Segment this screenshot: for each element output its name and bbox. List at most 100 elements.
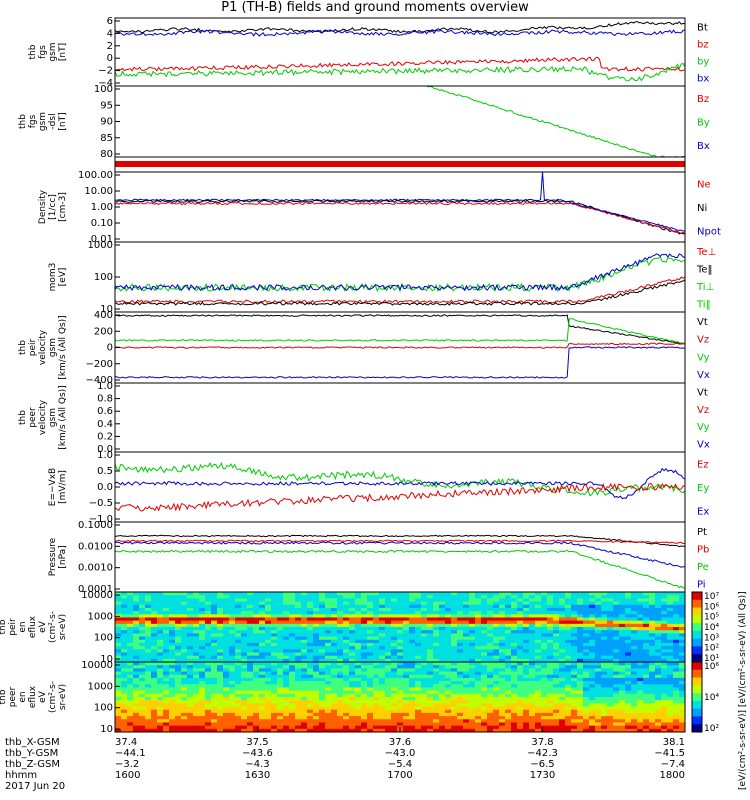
bottom-row-label: thb_Z-GSM bbox=[5, 759, 60, 770]
y-axis-label: [nT] bbox=[58, 43, 68, 61]
y-axis-label: thb bbox=[28, 44, 38, 59]
vx-line bbox=[114, 346, 686, 379]
y-tick-label: 0.1000 bbox=[78, 520, 113, 531]
legend-temp-2: Ti⊥ bbox=[696, 282, 714, 293]
y-axis-label: gsm bbox=[48, 338, 58, 357]
panel-frame-evel bbox=[114, 382, 686, 453]
y-tick-label: −4 bbox=[98, 78, 113, 89]
legend-efield-0: Ez bbox=[697, 460, 709, 471]
y-tick-label: 1.0 bbox=[97, 381, 113, 392]
panel-frame-efield bbox=[114, 451, 686, 523]
y-axis-label: gsm bbox=[48, 408, 58, 427]
y-tick-label: −400 bbox=[86, 375, 113, 386]
status-bar bbox=[115, 161, 685, 167]
legend-fgs-dsl-0: Bz bbox=[697, 94, 709, 105]
legend-fgs-dsl-2: Bx bbox=[697, 141, 710, 152]
ti2-line bbox=[114, 253, 686, 292]
ion-colorbar-tick: 10⁵ bbox=[704, 613, 719, 623]
y-axis-label: fgs bbox=[38, 45, 48, 59]
pt-line bbox=[114, 534, 686, 548]
x-tick-label: 37.6 bbox=[389, 737, 411, 748]
y-tick-label: 10000 bbox=[81, 590, 113, 601]
by-dsl-line bbox=[115, 85, 686, 158]
electron-colorbar-segment bbox=[692, 693, 702, 702]
y-axis-label: thb bbox=[18, 114, 28, 129]
ion-colorbar-segment bbox=[692, 615, 702, 624]
legend-evel-2: Vy bbox=[697, 422, 710, 433]
y-tick-label: 100 bbox=[94, 84, 113, 95]
x-tick-label: 37.8 bbox=[531, 737, 553, 748]
y-axis-label: velocity bbox=[38, 329, 48, 365]
panel-frame-fgs-dsl bbox=[114, 85, 686, 158]
electron-colorbar-tick: 10² bbox=[704, 724, 719, 734]
y-tick-label: −0.5 bbox=[89, 498, 113, 509]
pe-line bbox=[114, 549, 686, 589]
x-tick-label: 1730 bbox=[530, 770, 555, 781]
electron-colorbar-segment bbox=[692, 685, 702, 694]
y-axis-label: [nT] bbox=[58, 112, 68, 130]
ez-line bbox=[114, 482, 686, 512]
y-tick-label: 0.5 bbox=[97, 466, 113, 477]
vz-line bbox=[115, 342, 686, 349]
y-axis-label: sr-eV) bbox=[58, 684, 68, 710]
y-axis-label: thb bbox=[0, 619, 8, 634]
vy-line bbox=[114, 317, 686, 345]
ion-spectrogram bbox=[115, 592, 686, 663]
y-axis-label: eflux bbox=[28, 685, 38, 708]
legend-fgs-1: bz bbox=[697, 40, 709, 51]
y-tick-label: 85 bbox=[100, 133, 113, 144]
y-tick-label: 0.0 bbox=[97, 444, 113, 455]
y-axis-label: thb bbox=[18, 340, 28, 355]
legend-ivel-1: Vz bbox=[697, 335, 709, 346]
bottom-row-label: thb_Y-GSM bbox=[5, 748, 58, 759]
legend-density-0: Ne bbox=[697, 180, 711, 191]
x-tick-label: −3.2 bbox=[115, 759, 139, 770]
electron-colorbar-segment bbox=[692, 708, 702, 717]
y-axis-label: thb bbox=[18, 410, 28, 425]
y-tick-label: 100 bbox=[94, 272, 113, 283]
y-tick-label: 0.01 bbox=[91, 234, 113, 245]
y-axis-label: [km/s (All Qs)] bbox=[58, 315, 68, 379]
legend-ivel-2: Vy bbox=[697, 352, 710, 363]
y-axis-label: thb bbox=[0, 689, 8, 704]
y-tick-label: 0.8 bbox=[97, 394, 113, 405]
x-tick-label: −41.5 bbox=[654, 748, 685, 759]
y-axis-label: E=−VxB bbox=[48, 468, 58, 506]
y-tick-label: 10.00 bbox=[84, 186, 113, 197]
te-line bbox=[114, 276, 686, 304]
bottom-row-label: hhmm bbox=[5, 770, 37, 781]
electron-colorbar-segment bbox=[692, 700, 702, 710]
bz-line bbox=[114, 56, 686, 72]
y-tick-label: 10 bbox=[100, 654, 113, 665]
y-tick-label: 0.4 bbox=[97, 419, 113, 430]
y-axis-label: mom3 bbox=[48, 263, 58, 292]
ion-colorbar-tick: 10⁴ bbox=[704, 623, 719, 633]
y-tick-label: 1000 bbox=[88, 681, 113, 692]
y-axis-label: [km/s (All Qs)] bbox=[58, 385, 68, 449]
y-tick-label: 10 bbox=[100, 304, 113, 315]
y-axis-label: eV bbox=[38, 690, 48, 703]
bx-line bbox=[114, 29, 686, 37]
y-axis-label: Density bbox=[38, 189, 48, 224]
y-axis-label: [nPa] bbox=[58, 545, 68, 568]
y-tick-label: 95 bbox=[100, 100, 113, 111]
y-tick-label: 0 bbox=[107, 53, 113, 64]
y-axis-label: gsm bbox=[48, 42, 58, 61]
x-tick-label: 1700 bbox=[387, 770, 412, 781]
pb-line bbox=[114, 539, 686, 545]
ion-colorbar-tick: 10² bbox=[704, 644, 719, 654]
electron-colorbar-segment bbox=[692, 724, 702, 733]
y-axis-label: eV bbox=[38, 620, 48, 633]
pi-line bbox=[114, 541, 686, 568]
y-tick-label: −1.0 bbox=[89, 514, 113, 525]
legend-density-1: Ni bbox=[697, 203, 707, 214]
ion-colorbar-segment bbox=[692, 654, 702, 663]
y-axis-label: en bbox=[18, 691, 28, 702]
electron-colorbar-segment bbox=[692, 662, 702, 671]
y-tick-label: 100 bbox=[94, 633, 113, 644]
legend-density-2: Npot bbox=[697, 226, 721, 237]
x-tick-label: −5.4 bbox=[388, 759, 412, 770]
y-axis-label: gsm bbox=[38, 112, 48, 131]
y-tick-label: 0 bbox=[107, 343, 113, 354]
legend-ivel-0: Vt bbox=[697, 317, 708, 328]
